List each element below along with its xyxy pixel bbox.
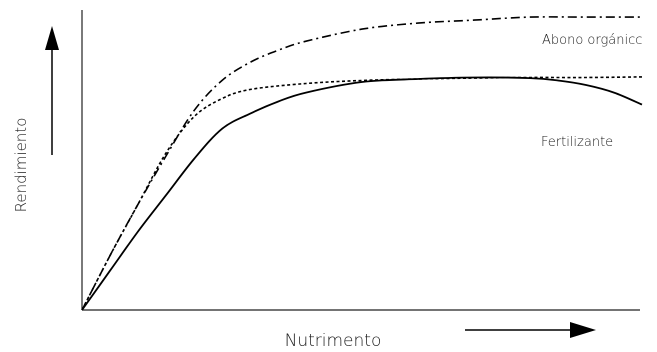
annotation-organic: Abono orgánicc <box>542 33 642 48</box>
y-direction-arrow <box>45 26 59 155</box>
series-dotted-line <box>81 76 643 311</box>
series-organic-line <box>81 16 643 311</box>
x-direction-arrow <box>465 322 596 338</box>
x-axis-label: Nutrimento <box>285 331 382 351</box>
series-fertilizer-line <box>81 76 643 311</box>
annotation-fertilizer: Fertilizante <box>541 135 613 150</box>
y-axis-label: Rendimiento <box>12 118 30 213</box>
